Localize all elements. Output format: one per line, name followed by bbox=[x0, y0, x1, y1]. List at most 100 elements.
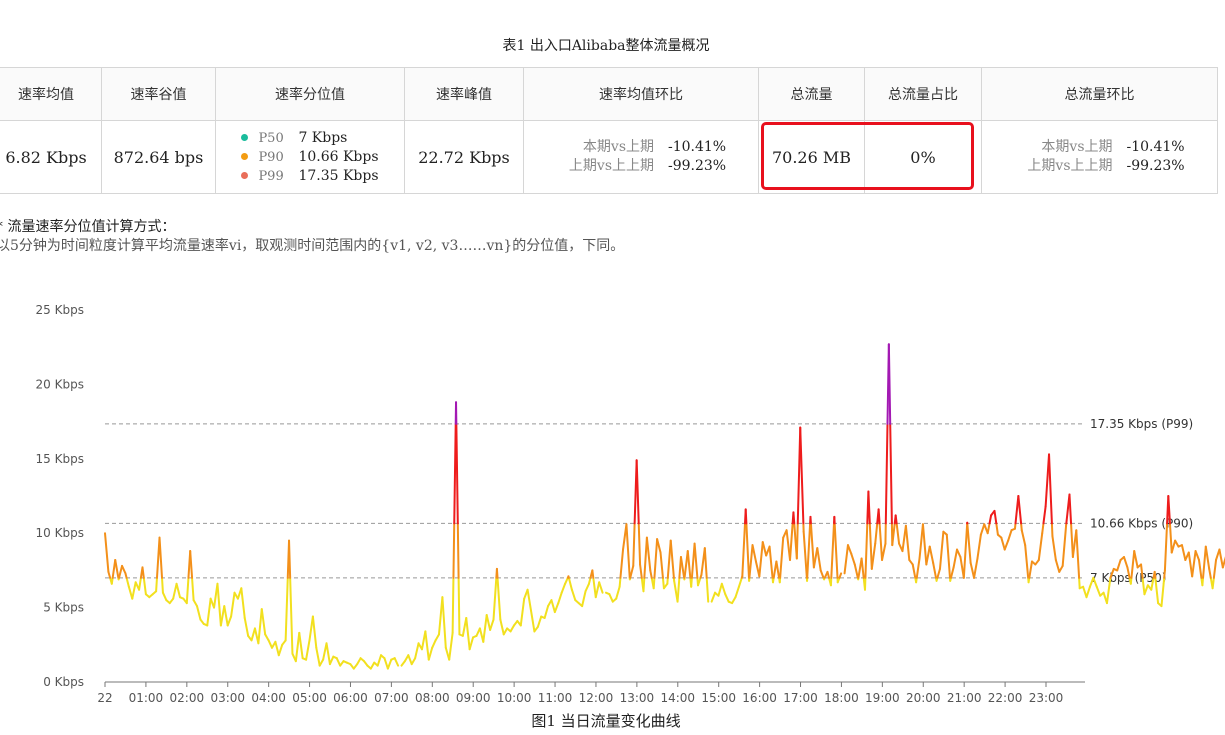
line-segment bbox=[1020, 529, 1027, 547]
line-segment bbox=[639, 563, 643, 579]
line-segment bbox=[894, 514, 898, 525]
line-segment bbox=[550, 599, 556, 614]
line-segment bbox=[223, 605, 229, 627]
avg-cmp-row: 上期vs上上期 -99.23% bbox=[559, 157, 726, 176]
line-segment bbox=[775, 560, 781, 579]
x-tick-label: 08:00 bbox=[415, 691, 450, 705]
line-segment bbox=[482, 614, 488, 643]
y-tick-label: 25 Kbps bbox=[36, 303, 84, 317]
line-segment bbox=[1070, 522, 1074, 559]
line-segment bbox=[393, 657, 400, 667]
table-title: 表1 出入口Alibaba整体流量概况 bbox=[502, 38, 710, 54]
line-segment bbox=[925, 545, 931, 566]
avg-cmp-cell: 本期vs上期 -10.41% 上期vs上上期 -99.23% bbox=[523, 120, 759, 194]
line-segment bbox=[121, 564, 127, 575]
line-segment bbox=[131, 581, 137, 600]
line-segment bbox=[107, 570, 112, 579]
line-segment bbox=[703, 547, 708, 579]
line-segment bbox=[1201, 576, 1205, 587]
line-segment bbox=[489, 618, 495, 631]
table-row: 6.82 Kbps 872.64 bps P50 7 Kbps P90 10.66 … bbox=[0, 120, 1218, 194]
line-segment bbox=[305, 639, 311, 661]
line-segment bbox=[1191, 550, 1197, 578]
line-segment bbox=[891, 522, 896, 547]
line-segment bbox=[799, 426, 805, 525]
line-segment bbox=[104, 532, 110, 573]
header-rate-avg-cmp: 速率均值环比 bbox=[523, 67, 759, 121]
line-segment bbox=[779, 536, 785, 579]
line-segment bbox=[318, 658, 325, 667]
line-segment bbox=[414, 642, 420, 660]
line-segment bbox=[850, 553, 856, 566]
line-segment bbox=[1160, 576, 1166, 608]
line-segment bbox=[993, 509, 998, 525]
line-segment bbox=[1208, 567, 1212, 579]
line-segment bbox=[1068, 493, 1073, 525]
line-segment bbox=[1123, 556, 1129, 569]
line-segment bbox=[833, 522, 839, 579]
line-segment bbox=[598, 581, 604, 594]
line-segment bbox=[587, 576, 592, 585]
line-segment bbox=[274, 640, 280, 657]
line-segment bbox=[635, 459, 640, 525]
line-segment bbox=[191, 576, 195, 602]
line-segment bbox=[1174, 539, 1180, 548]
line-segment bbox=[502, 627, 509, 636]
y-tick-label: 5 Kbps bbox=[43, 601, 84, 615]
line-segment bbox=[175, 582, 181, 599]
line-segment bbox=[874, 522, 879, 545]
x-tick-label: 22 bbox=[97, 691, 112, 705]
total-cmp-list: 本期vs上期 -10.41% 上期vs上上期 -99.23% bbox=[1018, 138, 1185, 176]
line-segment bbox=[260, 608, 267, 636]
line-segment bbox=[936, 567, 941, 579]
x-tick-label: 02:00 bbox=[170, 691, 205, 705]
line-segment bbox=[114, 558, 120, 579]
line-segment bbox=[1082, 585, 1088, 599]
line-segment bbox=[1109, 567, 1115, 579]
avg-cmp-row: 本期vs上期 -10.41% bbox=[559, 138, 726, 157]
x-tick-label: 22:00 bbox=[988, 691, 1023, 705]
line-segment bbox=[1168, 522, 1173, 554]
line-segment bbox=[311, 615, 318, 649]
line-segment bbox=[988, 514, 993, 525]
line-segment bbox=[938, 530, 945, 570]
note-body: 以5分钟为时间粒度计算平均流量速率vi，取观测时间范围内的{v1, v2, v3… bbox=[0, 238, 625, 254]
line-segment bbox=[864, 522, 869, 579]
line-segment bbox=[591, 569, 595, 579]
line-segment bbox=[298, 631, 304, 660]
cmp-value: -99.23% bbox=[1126, 158, 1185, 174]
table-header-row: 速率均值 速率谷值 速率分位值 速率峰值 速率均值环比 总流量 总流量占比 总流… bbox=[0, 67, 1218, 121]
line-segment bbox=[427, 646, 434, 661]
line-segment bbox=[619, 548, 625, 579]
cmp-label: 本期vs上期 bbox=[582, 139, 654, 155]
line-segment bbox=[1218, 548, 1224, 569]
line-segment bbox=[928, 545, 935, 564]
line-segment bbox=[945, 533, 951, 579]
percentile-p99: P99 17.35 Kbps bbox=[241, 167, 379, 186]
line-segment bbox=[789, 522, 794, 561]
line-segment bbox=[904, 524, 911, 561]
line-segment bbox=[1154, 576, 1160, 605]
p50-dot-icon bbox=[241, 133, 249, 141]
line-segment bbox=[496, 576, 502, 621]
line-segment bbox=[1000, 536, 1006, 551]
line-segment bbox=[826, 570, 831, 579]
line-segment bbox=[277, 643, 284, 657]
header-rate-avg: 速率均值 bbox=[0, 67, 102, 121]
line-segment bbox=[141, 566, 145, 579]
line-segment bbox=[838, 572, 843, 579]
header-rate-min: 速率谷值 bbox=[101, 67, 216, 121]
line-segment bbox=[267, 639, 273, 649]
line-segment bbox=[1130, 550, 1136, 579]
line-segment bbox=[637, 522, 642, 566]
line-segment bbox=[410, 657, 417, 666]
x-tick-label: 19:00 bbox=[865, 691, 900, 705]
header-total-cmp: 总流量环比 bbox=[981, 67, 1218, 121]
line-segment bbox=[328, 655, 335, 666]
percentile-p90: P90 10.66 Kbps bbox=[241, 148, 379, 167]
line-segment bbox=[921, 523, 928, 566]
avg-cmp-list: 本期vs上期 -10.41% 上期vs上上期 -99.23% bbox=[559, 138, 726, 176]
x-tick-label: 18:00 bbox=[824, 691, 859, 705]
line-segment bbox=[1153, 570, 1157, 579]
line-segment bbox=[956, 548, 962, 559]
